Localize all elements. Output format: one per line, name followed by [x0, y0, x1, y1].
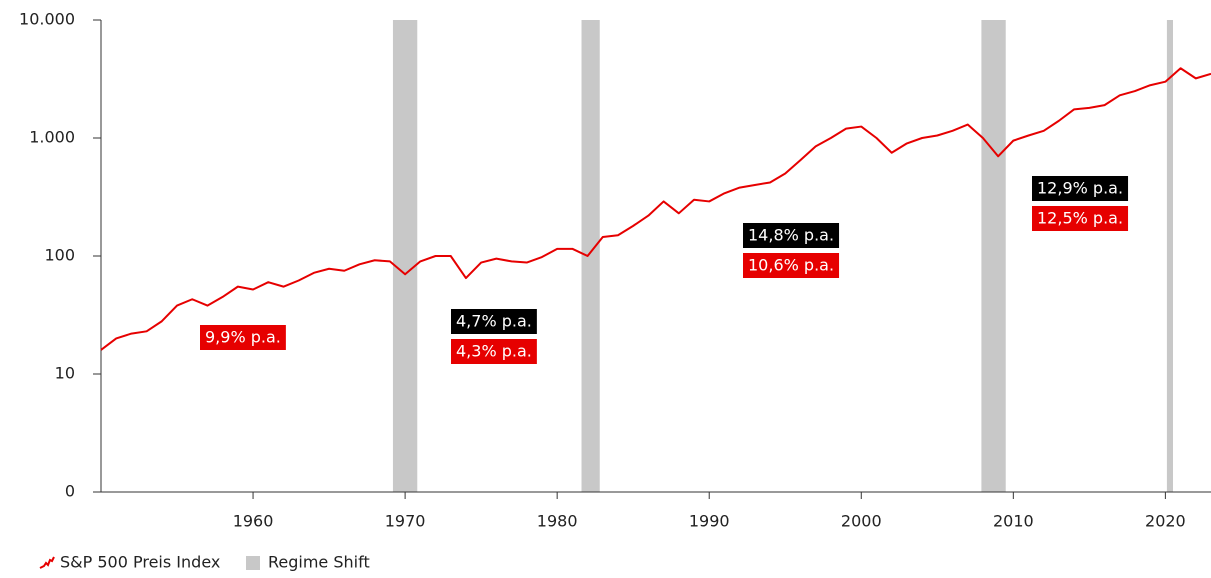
annotation-box — [743, 253, 840, 278]
x-tick-label: 2000 — [841, 512, 882, 531]
x-tick-label: 1990 — [689, 512, 730, 531]
annotation-box — [451, 309, 537, 334]
annotation-box — [200, 325, 286, 350]
annotation-text: 4,3% p.a. — [456, 342, 532, 361]
regime-band — [392, 20, 418, 492]
regime-band — [581, 20, 600, 492]
annotation-box — [1032, 206, 1129, 231]
annotation: 4,7% p.a. — [451, 309, 537, 334]
x-tick-label: 2010 — [993, 512, 1034, 531]
legend-line-icon — [39, 556, 55, 569]
x-tick-label: 1960 — [233, 512, 274, 531]
annotation: 12,9% p.a. — [1032, 176, 1129, 201]
annotation: 12,5% p.a. — [1032, 206, 1129, 231]
annotation-box — [743, 223, 840, 248]
annotation-text: 4,7% p.a. — [456, 312, 532, 331]
annotation: 10,6% p.a. — [743, 253, 840, 278]
annotation-text: 9,9% p.a. — [205, 328, 281, 347]
annotation-text: 10,6% p.a. — [748, 256, 834, 275]
y-tick-label: 1.000 — [29, 128, 75, 147]
annotation: 4,3% p.a. — [451, 339, 537, 364]
regime-band — [981, 20, 1006, 492]
y-tick-label: 10.000 — [19, 10, 75, 29]
legend-label: S&P 500 Preis Index — [60, 553, 220, 572]
annotation-box — [1032, 176, 1129, 201]
annotation: 9,9% p.a. — [200, 325, 286, 350]
series-line — [100, 67, 1211, 351]
annotation-text: 14,8% p.a. — [748, 226, 834, 245]
annotation-text: 12,9% p.a. — [1037, 179, 1123, 198]
x-tick-label: 1970 — [385, 512, 426, 531]
regime-band — [1166, 20, 1173, 492]
legend-band-icon — [246, 556, 260, 570]
x-tick-label: 2020 — [1145, 512, 1186, 531]
annotation-text: 12,5% p.a. — [1037, 209, 1123, 228]
legend-label: Regime Shift — [268, 553, 370, 572]
annotation: 14,8% p.a. — [743, 223, 840, 248]
x-tick-label: 1980 — [537, 512, 578, 531]
annotation-box — [451, 339, 537, 364]
y-tick-label: 0 — [65, 482, 75, 501]
y-tick-label: 100 — [44, 246, 75, 265]
y-tick-label: 10 — [55, 364, 75, 383]
